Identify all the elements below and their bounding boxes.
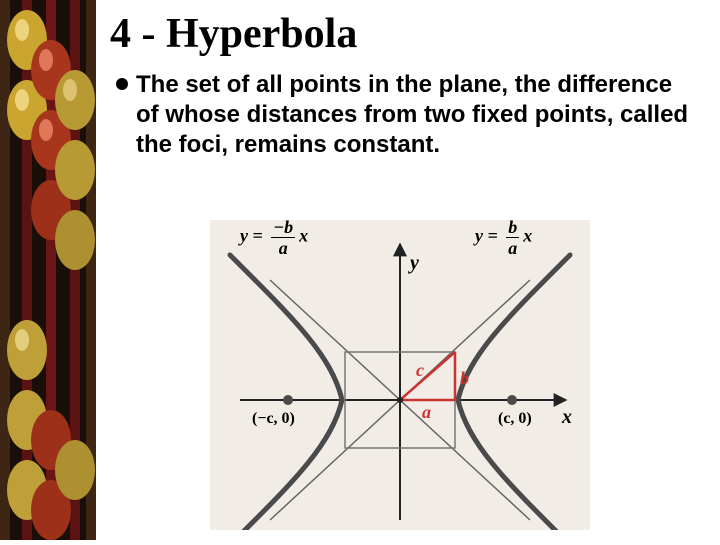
x-axis-label: x [562, 406, 572, 429]
eq-left-den: a [271, 238, 295, 257]
eq-right-prefix: y = [475, 226, 498, 246]
eq-left-num: −b [271, 218, 295, 238]
bullet-text: The set of all points in the plane, the … [136, 70, 700, 160]
bullet-item: The set of all points in the plane, the … [110, 70, 700, 160]
slide-content: 4 - Hyperbola The set of all points in t… [110, 10, 700, 160]
left-focus-label: (−c, 0) [252, 410, 295, 428]
abacus-sidebar [0, 0, 96, 540]
eq-right-num: b [506, 218, 519, 238]
asymptote-eq-left: y = −b a x [240, 218, 308, 257]
eq-right-den: a [506, 238, 519, 257]
bullet-dot-icon [116, 78, 128, 90]
right-focus-label: (c, 0) [498, 410, 532, 428]
vertical-leg-label: b [460, 368, 469, 389]
base-leg-label: a [422, 402, 431, 423]
eq-left-prefix: y = [240, 226, 263, 246]
hyperbola-diagram: y = −b a x y = b a x y x c b a (−c, 0) (… [210, 220, 590, 530]
eq-right-suffix: x [523, 226, 532, 246]
hypotenuse-label: c [416, 360, 424, 381]
eq-left-suffix: x [299, 226, 308, 246]
slide-title: 4 - Hyperbola [110, 10, 700, 58]
asymptote-eq-right: y = b a x [475, 218, 532, 257]
y-axis-label: y [410, 252, 419, 275]
